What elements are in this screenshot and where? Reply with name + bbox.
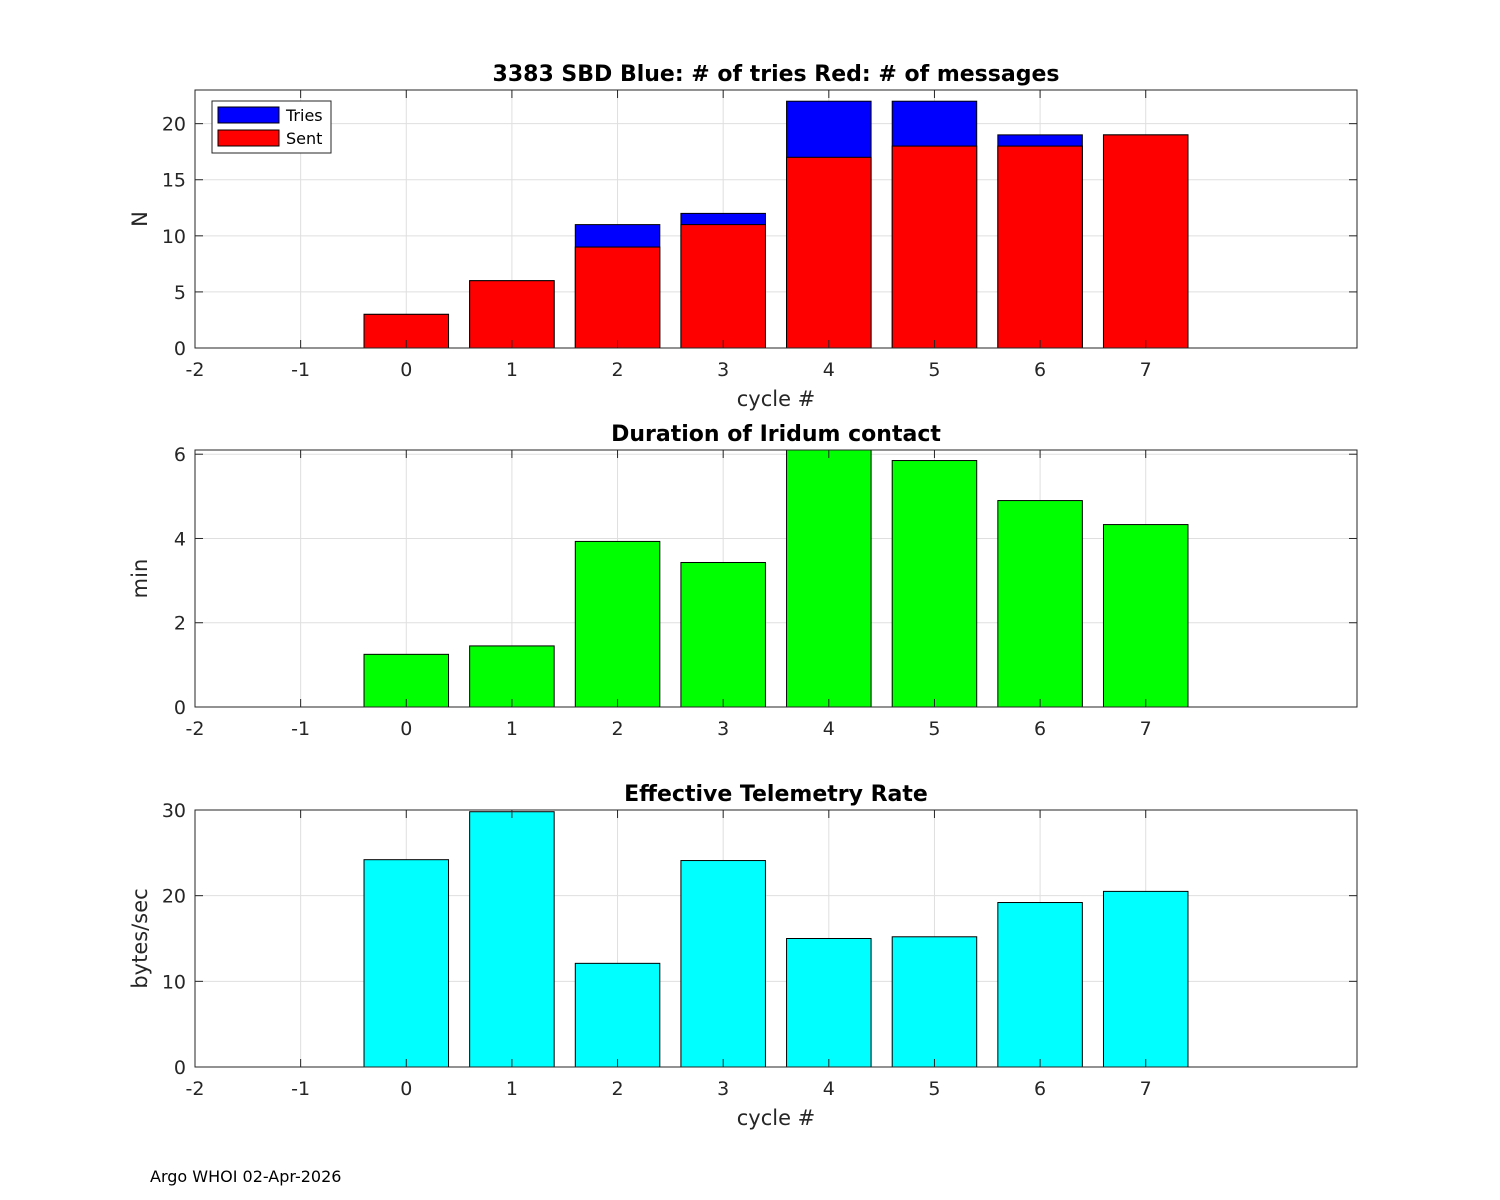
bar-duration-cycle-3 bbox=[680, 561, 766, 708]
bar-sent-cycle-6 bbox=[997, 145, 1083, 349]
x-tick-label: 5 bbox=[928, 1078, 940, 1100]
x-tick-label: 4 bbox=[823, 359, 835, 381]
y-tick-label: 30 bbox=[162, 800, 186, 822]
x-tick-label: 5 bbox=[928, 359, 940, 381]
y-axis-label: bytes/sec bbox=[128, 888, 152, 988]
x-tick-label: 7 bbox=[1140, 1078, 1152, 1100]
x-tick-label: 2 bbox=[611, 1078, 623, 1100]
bar-rate-cycle-6 bbox=[997, 902, 1083, 1068]
y-tick-label: 5 bbox=[174, 282, 186, 304]
x-tick-label: 6 bbox=[1034, 718, 1046, 740]
x-tick-label: -2 bbox=[186, 718, 205, 740]
legend-swatch-tries bbox=[217, 106, 280, 124]
x-tick-label: 0 bbox=[400, 359, 412, 381]
bar-sent-cycle-1 bbox=[469, 280, 555, 349]
axes-box bbox=[194, 89, 1358, 349]
x-tick-label: 1 bbox=[506, 1078, 518, 1100]
x-axis-label: cycle # bbox=[737, 387, 816, 411]
bar-duration-cycle-1 bbox=[469, 645, 555, 708]
x-tick-label: 3 bbox=[717, 359, 729, 381]
legend: Tries Sent bbox=[211, 100, 332, 154]
bar-rate-cycle-0 bbox=[363, 859, 450, 1068]
x-tick-label: -1 bbox=[291, 1078, 310, 1100]
x-tick-label: 6 bbox=[1034, 359, 1046, 381]
chart-title: 3383 SBD Blue: # of tries Red: # of mess… bbox=[493, 62, 1060, 87]
y-tick-label: 6 bbox=[174, 444, 186, 466]
y-tick-label: 10 bbox=[162, 971, 186, 993]
legend-label-sent: Sent bbox=[286, 129, 322, 148]
bar-duration-cycle-5 bbox=[891, 460, 978, 708]
y-tick-label: 0 bbox=[174, 338, 186, 360]
axes-box bbox=[194, 449, 1358, 708]
y-tick-label: 20 bbox=[162, 886, 186, 908]
tries-messages-chart: -2 -1 0 1 2 3 4 5 6 7 0 5 10 15 20 3383 SBD Blue: # of … bbox=[128, 62, 1358, 411]
bar-rate-cycle-1 bbox=[469, 811, 555, 1068]
y-tick-label: 0 bbox=[174, 1057, 186, 1079]
x-tick-label: 4 bbox=[823, 718, 835, 740]
x-axis-label: cycle # bbox=[737, 1106, 816, 1130]
y-tick-label: 15 bbox=[162, 170, 186, 192]
footer-text: Argo WHOI 02-Apr-2026 bbox=[150, 1167, 341, 1186]
x-tick-label: 1 bbox=[506, 359, 518, 381]
bar-rate-cycle-3 bbox=[680, 860, 766, 1068]
y-tick-label: 10 bbox=[162, 226, 186, 248]
x-tick-label: 3 bbox=[717, 718, 729, 740]
bar-rate-cycle-4 bbox=[786, 938, 872, 1068]
axes-box bbox=[194, 809, 1358, 1068]
x-tick-label: 4 bbox=[823, 1078, 835, 1100]
bar-sent-cycle-2 bbox=[574, 246, 661, 349]
iridium-duration-chart: -2 -1 0 1 2 3 4 5 6 7 0 2 4 6 Duration of Iridum conta… bbox=[128, 422, 1358, 740]
legend-label-tries: Tries bbox=[285, 106, 323, 125]
bar-duration-cycle-4 bbox=[786, 449, 872, 708]
y-axis-label: N bbox=[128, 211, 152, 227]
bar-sent-cycle-3 bbox=[680, 224, 766, 349]
x-tick-label: 7 bbox=[1140, 718, 1152, 740]
chart-title: Effective Telemetry Rate bbox=[624, 782, 928, 807]
bar-duration-cycle-6 bbox=[997, 500, 1083, 708]
x-tick-label: -1 bbox=[291, 718, 310, 740]
x-tick-label: -2 bbox=[186, 1078, 205, 1100]
y-tick-label: 2 bbox=[174, 613, 186, 635]
bar-sent-cycle-7 bbox=[1102, 134, 1189, 349]
chart-title: Duration of Iridum contact bbox=[611, 422, 941, 447]
bar-rate-cycle-7 bbox=[1102, 890, 1189, 1068]
y-tick-label: 4 bbox=[174, 528, 186, 550]
x-tick-label: -2 bbox=[186, 359, 205, 381]
x-tick-label: 7 bbox=[1140, 359, 1152, 381]
telemetry-rate-chart: -2 -1 0 1 2 3 4 5 6 7 0 10 20 30 Effective Telemetry R… bbox=[128, 782, 1358, 1130]
x-tick-label: 3 bbox=[717, 1078, 729, 1100]
x-tick-label: 5 bbox=[928, 718, 940, 740]
bar-rate-cycle-2 bbox=[574, 962, 661, 1068]
y-tick-label: 20 bbox=[162, 114, 186, 136]
x-tick-label: 2 bbox=[611, 359, 623, 381]
x-tick-label: 2 bbox=[611, 718, 623, 740]
x-tick-label: 0 bbox=[400, 718, 412, 740]
bar-duration-cycle-7 bbox=[1102, 524, 1189, 708]
bar-duration-cycle-2 bbox=[574, 540, 661, 708]
x-tick-label: 6 bbox=[1034, 1078, 1046, 1100]
bar-sent-cycle-5 bbox=[891, 145, 978, 349]
y-tick-label: 0 bbox=[174, 697, 186, 719]
bar-sent-cycle-4 bbox=[786, 156, 872, 349]
bar-duration-cycle-0 bbox=[363, 653, 450, 708]
y-axis-label: min bbox=[128, 559, 152, 599]
x-tick-label: 0 bbox=[400, 1078, 412, 1100]
x-tick-label: -1 bbox=[291, 359, 310, 381]
bar-rate-cycle-5 bbox=[891, 936, 978, 1068]
legend-swatch-sent bbox=[217, 129, 280, 147]
x-tick-label: 1 bbox=[506, 718, 518, 740]
